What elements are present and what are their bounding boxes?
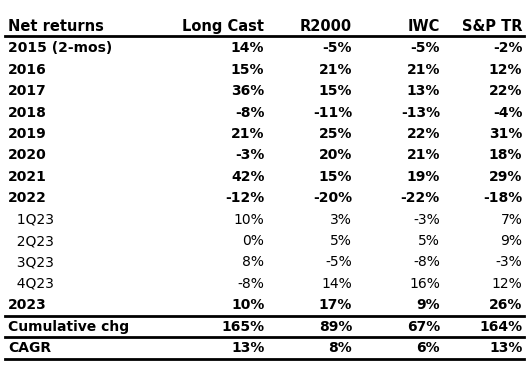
Text: 3Q23: 3Q23 (8, 255, 54, 270)
Text: 2016: 2016 (8, 63, 47, 77)
Text: 2022: 2022 (8, 191, 47, 205)
Text: 2018: 2018 (8, 106, 47, 120)
Text: -8%: -8% (237, 277, 264, 291)
Text: 8%: 8% (328, 341, 352, 355)
Text: 7%: 7% (501, 212, 522, 227)
Text: 21%: 21% (231, 127, 264, 141)
Text: -20%: -20% (313, 191, 352, 205)
Text: -3%: -3% (413, 212, 440, 227)
Text: -5%: -5% (323, 41, 352, 55)
Text: 13%: 13% (231, 341, 264, 355)
Text: 165%: 165% (221, 320, 264, 334)
Text: CAGR: CAGR (8, 341, 51, 355)
Text: 67%: 67% (407, 320, 440, 334)
Text: 8%: 8% (243, 255, 264, 270)
Text: 14%: 14% (231, 41, 264, 55)
Text: 10%: 10% (234, 212, 264, 227)
Text: S&P TR: S&P TR (462, 19, 522, 34)
Text: 10%: 10% (231, 298, 264, 312)
Text: 21%: 21% (406, 63, 440, 77)
Text: 15%: 15% (319, 170, 352, 184)
Text: 21%: 21% (319, 63, 352, 77)
Text: 13%: 13% (406, 84, 440, 98)
Text: 5%: 5% (330, 234, 352, 248)
Text: 31%: 31% (489, 127, 522, 141)
Text: IWC: IWC (408, 19, 440, 34)
Text: 2020: 2020 (8, 149, 47, 162)
Text: 21%: 21% (406, 149, 440, 162)
Text: 9%: 9% (501, 234, 522, 248)
Text: R2000: R2000 (300, 19, 352, 34)
Text: 25%: 25% (319, 127, 352, 141)
Text: 16%: 16% (409, 277, 440, 291)
Text: 6%: 6% (417, 341, 440, 355)
Text: 14%: 14% (321, 277, 352, 291)
Text: 9%: 9% (417, 298, 440, 312)
Text: 19%: 19% (406, 170, 440, 184)
Text: 2019: 2019 (8, 127, 47, 141)
Text: 22%: 22% (406, 127, 440, 141)
Text: 0%: 0% (243, 234, 264, 248)
Text: 22%: 22% (489, 84, 522, 98)
Text: -8%: -8% (413, 255, 440, 270)
Text: -5%: -5% (326, 255, 352, 270)
Text: Long Cast: Long Cast (182, 19, 264, 34)
Text: -8%: -8% (235, 106, 264, 120)
Text: 36%: 36% (231, 84, 264, 98)
Text: 12%: 12% (492, 277, 522, 291)
Text: 2015 (2-mos): 2015 (2-mos) (8, 41, 112, 55)
Text: 5%: 5% (418, 234, 440, 248)
Text: -12%: -12% (225, 191, 264, 205)
Text: 15%: 15% (319, 84, 352, 98)
Text: -22%: -22% (401, 191, 440, 205)
Text: 13%: 13% (489, 341, 522, 355)
Text: -2%: -2% (493, 41, 522, 55)
Text: 17%: 17% (319, 298, 352, 312)
Text: Net returns: Net returns (8, 19, 104, 34)
Text: 2017: 2017 (8, 84, 47, 98)
Text: 2023: 2023 (8, 298, 47, 312)
Text: 42%: 42% (231, 170, 264, 184)
Text: -4%: -4% (493, 106, 522, 120)
Text: -18%: -18% (483, 191, 522, 205)
Text: 3%: 3% (330, 212, 352, 227)
Text: -13%: -13% (401, 106, 440, 120)
Text: -3%: -3% (235, 149, 264, 162)
Text: 20%: 20% (319, 149, 352, 162)
Text: 15%: 15% (231, 63, 264, 77)
Text: -11%: -11% (313, 106, 352, 120)
Text: 89%: 89% (319, 320, 352, 334)
Text: 2Q23: 2Q23 (8, 234, 54, 248)
Text: 164%: 164% (479, 320, 522, 334)
Text: 2021: 2021 (8, 170, 47, 184)
Text: -3%: -3% (496, 255, 522, 270)
Text: 1Q23: 1Q23 (8, 212, 54, 227)
Text: 26%: 26% (489, 298, 522, 312)
Text: 18%: 18% (489, 149, 522, 162)
Text: -5%: -5% (411, 41, 440, 55)
Text: 29%: 29% (489, 170, 522, 184)
Text: 4Q23: 4Q23 (8, 277, 54, 291)
Text: 12%: 12% (489, 63, 522, 77)
Text: Cumulative chg: Cumulative chg (8, 320, 129, 334)
